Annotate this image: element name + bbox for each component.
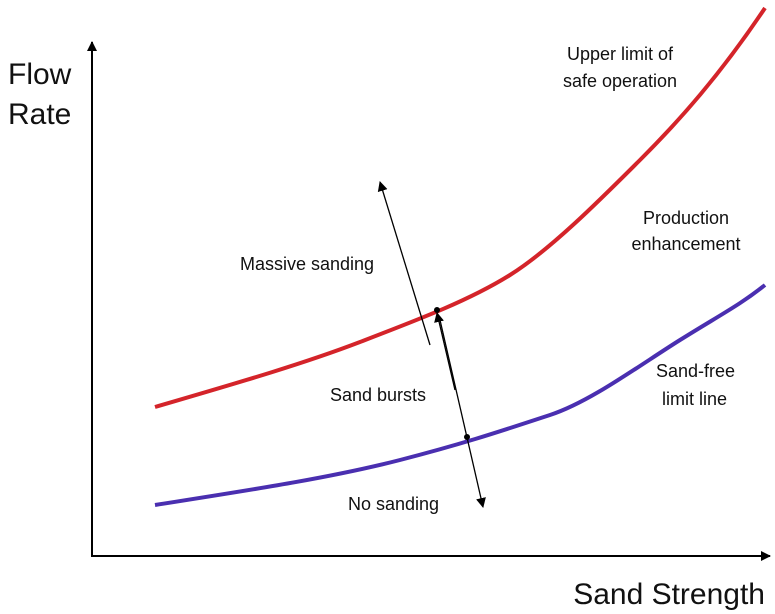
curve-label: limit line [662,389,727,409]
y-axis-label: Flow [8,58,72,91]
x-axis-label: Sand Strength [573,578,765,611]
region-label: Sand bursts [330,385,426,405]
arrow [439,319,486,508]
region-label: Production [643,208,729,228]
region-label: No sanding [348,494,439,514]
region-label: Massive sanding [240,254,374,274]
arrow [377,181,431,346]
curve-label: Upper limit of [567,44,674,64]
upper-limit-curve [154,6,767,409]
curve-label: safe operation [563,71,677,91]
curve-label: Sand-free [656,361,735,381]
intersection [434,307,440,313]
intersection [464,434,470,440]
y-axis-label: Rate [8,98,71,131]
sand-free-curve [154,283,767,507]
arrow [434,312,456,391]
region-label: enhancement [631,234,740,254]
